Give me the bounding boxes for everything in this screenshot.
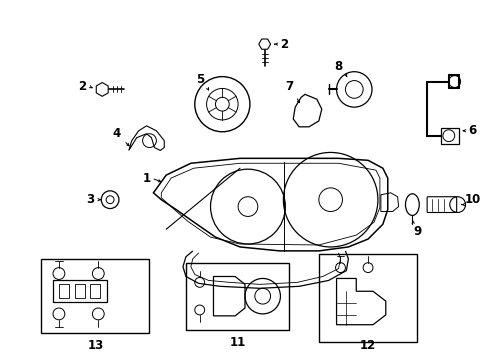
Bar bbox=[90, 284, 100, 298]
Bar bbox=[41, 259, 149, 333]
Text: 1: 1 bbox=[142, 171, 150, 185]
Text: 3: 3 bbox=[86, 193, 94, 206]
Text: 10: 10 bbox=[463, 193, 480, 206]
Bar bbox=[185, 263, 289, 330]
Text: 2: 2 bbox=[78, 80, 86, 93]
Bar bbox=[59, 284, 69, 298]
Text: 12: 12 bbox=[359, 339, 375, 352]
Text: 2: 2 bbox=[280, 38, 288, 51]
Text: 7: 7 bbox=[285, 80, 293, 93]
Text: 5: 5 bbox=[195, 73, 203, 86]
Text: 8: 8 bbox=[334, 60, 342, 73]
Bar bbox=[75, 284, 84, 298]
Text: 4: 4 bbox=[113, 127, 121, 140]
Text: 13: 13 bbox=[87, 339, 103, 352]
Bar bbox=[318, 254, 416, 342]
Bar bbox=[53, 280, 107, 302]
Bar bbox=[440, 128, 458, 144]
Text: 6: 6 bbox=[468, 124, 476, 137]
Text: 9: 9 bbox=[412, 225, 421, 238]
Text: 11: 11 bbox=[229, 336, 246, 349]
